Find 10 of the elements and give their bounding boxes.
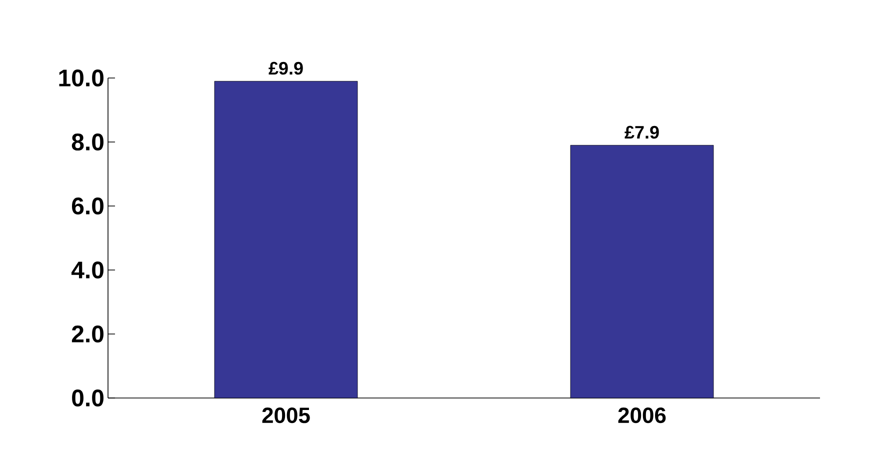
data-label: £7.9 [624,126,659,139]
y-tick-label: 8.0 [72,134,104,150]
data-label: £9.9 [268,62,303,75]
y-tick-label: 6.0 [72,198,104,214]
y-tick-label: 10.0 [59,70,104,86]
x-tick-label: 2006 [618,408,666,424]
x-tick-label: 2005 [262,408,310,424]
y-tick-label: 0.0 [72,390,104,406]
y-tick-label: 4.0 [71,262,104,278]
y-tick-label: 2.0 [72,326,104,342]
